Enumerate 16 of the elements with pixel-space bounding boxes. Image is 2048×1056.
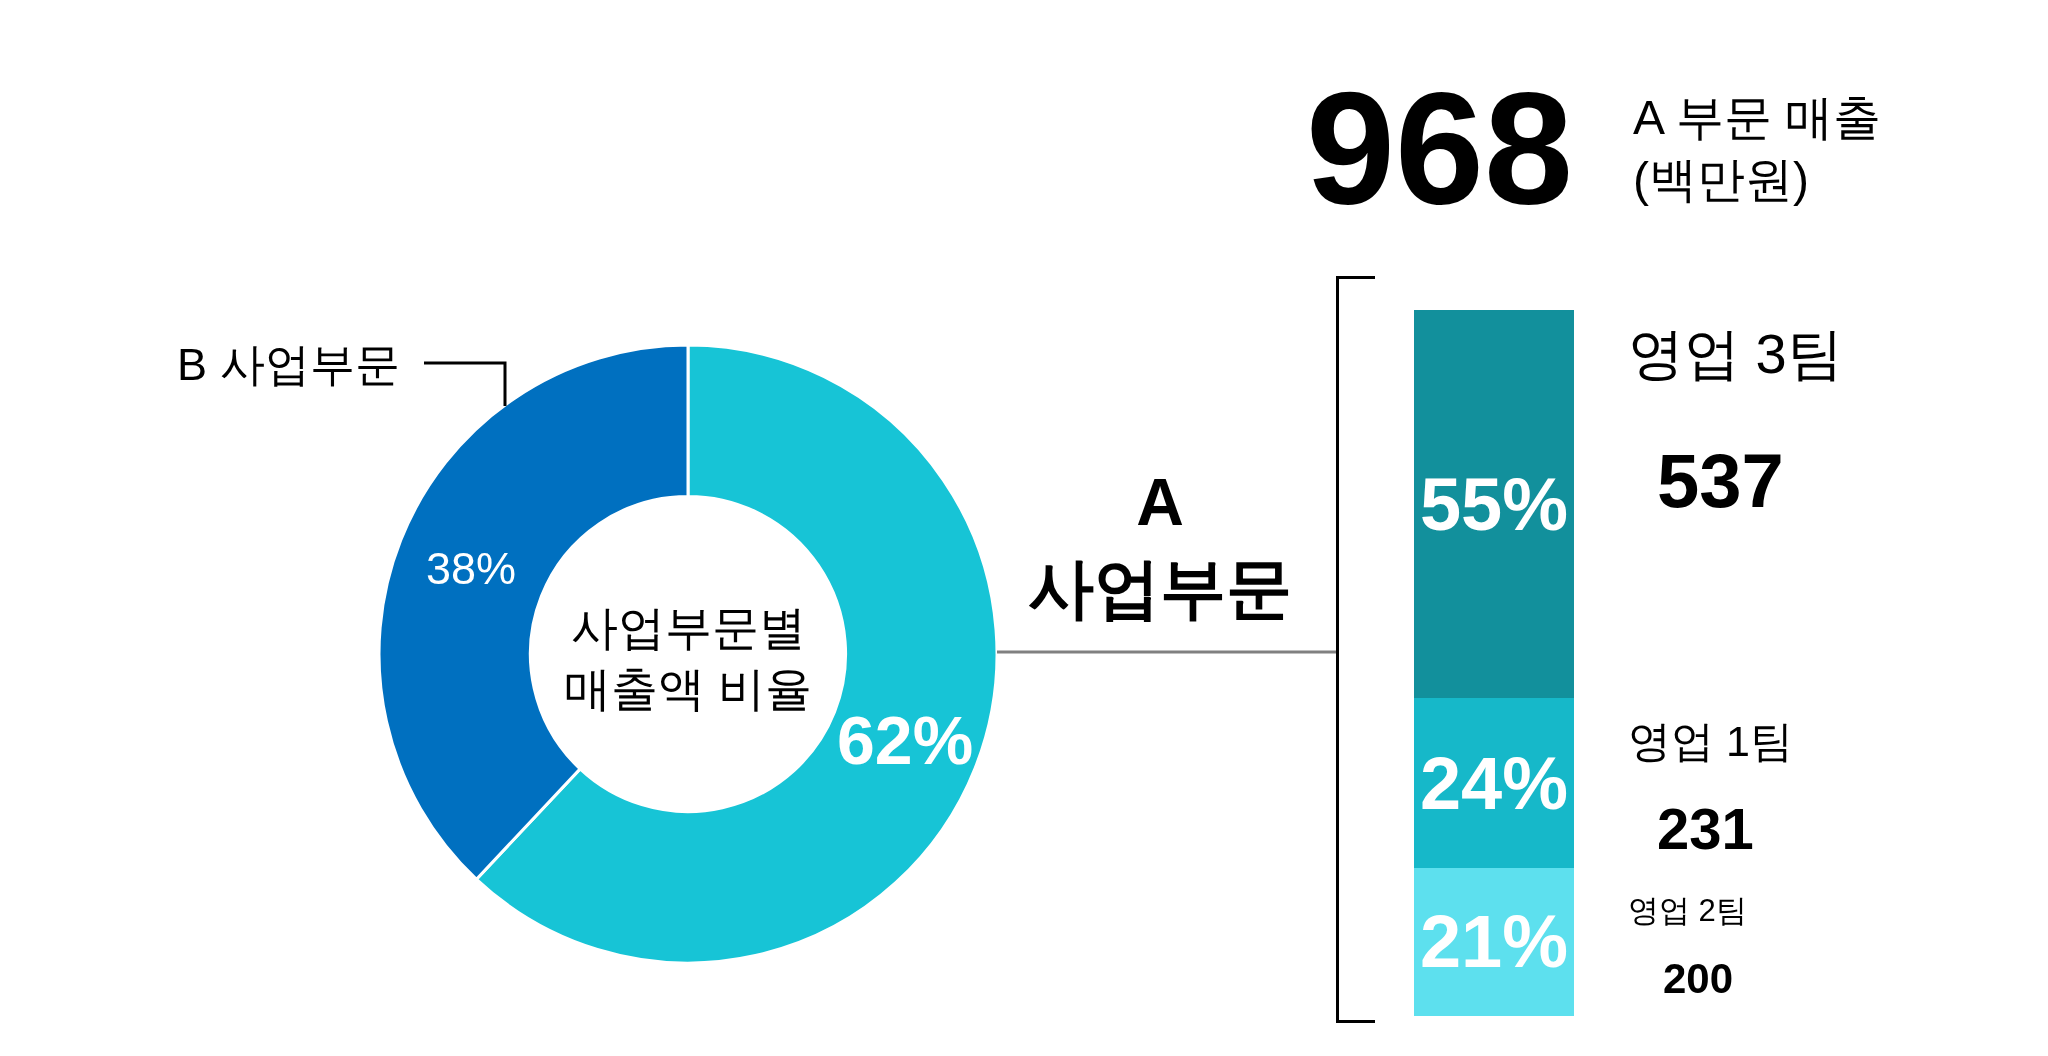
text: 200 — [1663, 955, 1734, 1002]
text: 231 — [1657, 796, 1754, 861]
text: 537 — [1657, 438, 1784, 523]
slice-label: B 사업부문 — [177, 339, 400, 390]
data-label: 24% — [1419, 741, 1569, 825]
text: A 부문 매출 (백만원) — [1633, 91, 1882, 207]
data-label: 38% — [426, 543, 517, 594]
chart-title: 968 — [1306, 58, 1573, 237]
data-label: 55% — [1419, 462, 1569, 546]
data-label: 62% — [837, 702, 974, 778]
data-label: 21% — [1419, 900, 1569, 984]
series-label: 영업 1팀 — [1628, 717, 1793, 765]
text: 사업부문별 매출액 비율 — [563, 600, 813, 716]
series-label: 영업 3팀 — [1628, 322, 1843, 385]
series-label: 영업 2팀 — [1628, 893, 1747, 928]
slice-label: A 사업부문 — [1028, 465, 1292, 625]
